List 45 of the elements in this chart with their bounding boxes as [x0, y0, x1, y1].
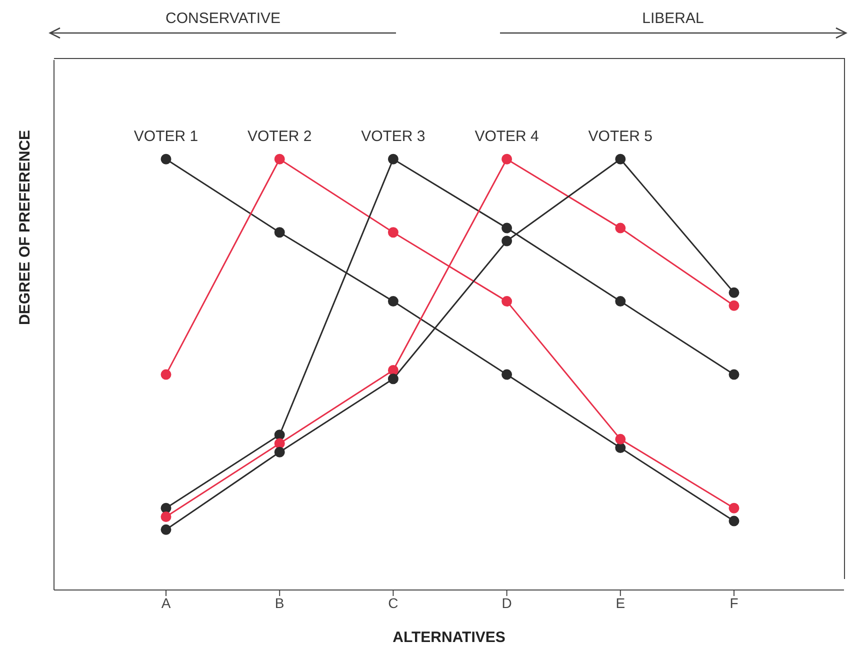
point — [274, 227, 285, 238]
x-tick-label: D — [502, 594, 512, 611]
point — [728, 369, 740, 380]
point — [160, 154, 172, 164]
point — [728, 287, 740, 298]
point — [728, 502, 740, 514]
x-tick-label: F — [730, 594, 738, 611]
point — [160, 502, 172, 514]
point — [502, 154, 512, 164]
x-tick-label: E — [616, 594, 626, 611]
point — [388, 154, 398, 164]
point — [615, 434, 626, 444]
point — [502, 296, 512, 307]
point — [615, 442, 626, 454]
point — [615, 222, 626, 234]
point — [160, 524, 172, 535]
point — [388, 296, 398, 307]
y-axis-title: DEGREE OF PREFERENCE — [16, 130, 34, 325]
x-tick-label: A — [161, 594, 172, 611]
series-label: VOTER 5 — [588, 128, 652, 146]
x-axis-title: ALTERNATIVES — [392, 629, 506, 646]
text: LIBERAL — [641, 10, 705, 27]
point — [160, 369, 172, 380]
point — [728, 516, 740, 526]
point — [388, 227, 398, 238]
series-label: VOTER 4 — [474, 128, 539, 146]
point — [274, 430, 285, 440]
series-label: VOTER 1 — [134, 128, 198, 146]
x-tick-label: B — [274, 594, 284, 611]
point — [615, 296, 626, 307]
point — [274, 154, 285, 164]
x-tick-label: C — [388, 594, 398, 611]
point — [728, 300, 740, 311]
series-label: VOTER 2 — [248, 128, 312, 146]
point — [160, 512, 172, 522]
point — [615, 154, 626, 164]
series-label: VOTER 3 — [361, 128, 426, 146]
point — [274, 446, 285, 458]
text: CONSERVATIVE — [164, 10, 282, 27]
point — [502, 236, 512, 246]
point — [388, 374, 398, 384]
point — [502, 222, 512, 234]
point — [502, 369, 512, 380]
point — [274, 438, 285, 449]
point — [388, 364, 398, 376]
